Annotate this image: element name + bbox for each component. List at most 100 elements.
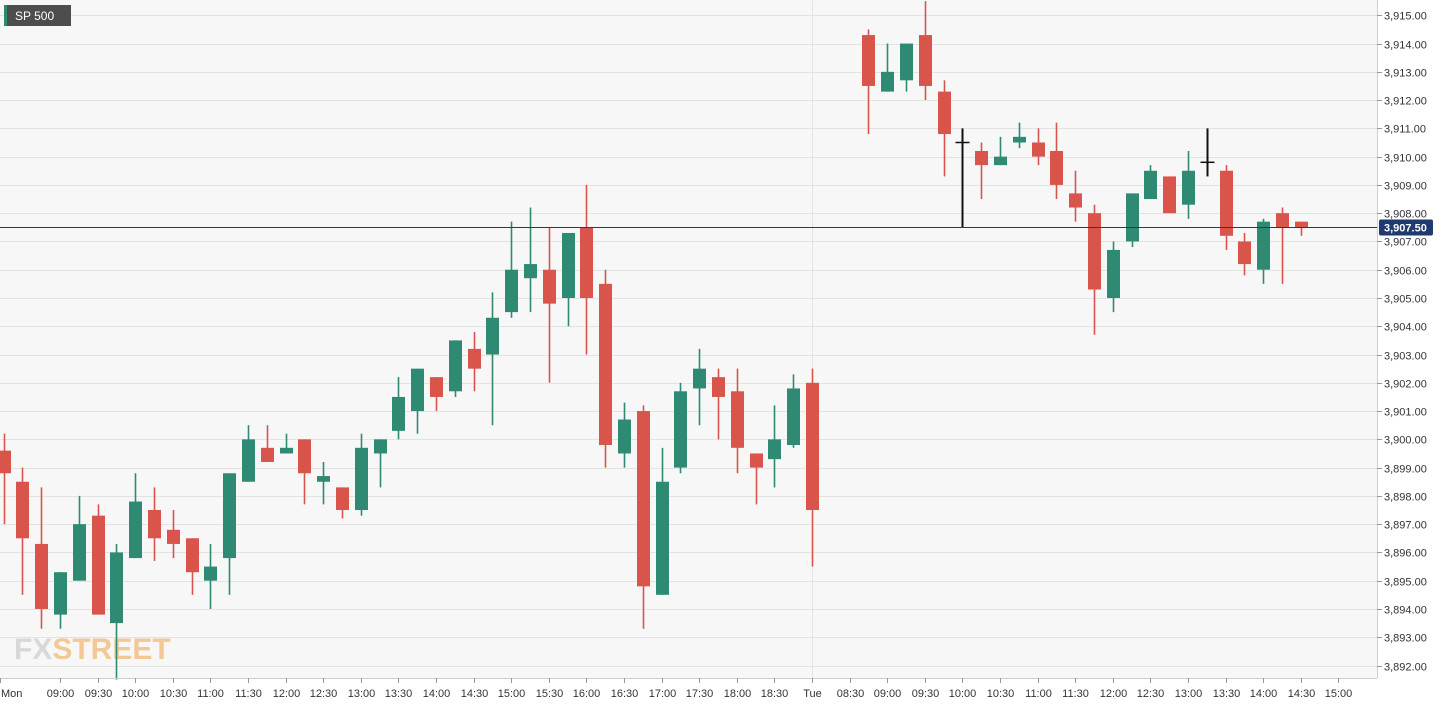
x-tick-label: 11:00 bbox=[197, 688, 224, 700]
candle-body bbox=[223, 473, 236, 559]
x-tick-label: 09:30 bbox=[912, 688, 940, 700]
y-tick-label: 3,903.00 bbox=[1384, 351, 1427, 363]
x-tick-label: 18:30 bbox=[761, 688, 789, 700]
x-tick-label: 12:00 bbox=[1100, 688, 1128, 700]
candle-body bbox=[750, 453, 763, 468]
svg-text:FXSTREET: FXSTREET bbox=[14, 633, 171, 666]
candle-body bbox=[768, 439, 781, 460]
symbol-badge[interactable]: SP 500 bbox=[4, 5, 71, 26]
x-tick-label: 14:30 bbox=[1288, 688, 1316, 700]
candle-body bbox=[1088, 213, 1101, 290]
x-tick-label: 09:00 bbox=[47, 688, 75, 700]
candle-body bbox=[994, 156, 1007, 166]
y-tick-label: 3,893.00 bbox=[1384, 633, 1427, 645]
x-tick-label: 09:30 bbox=[85, 688, 113, 700]
candle-body bbox=[186, 538, 199, 573]
candle-body bbox=[637, 411, 650, 587]
x-tick-label: 09:00 bbox=[874, 688, 902, 700]
candle-body bbox=[900, 43, 913, 81]
x-tick-label: 17:30 bbox=[686, 688, 714, 700]
candle-body bbox=[449, 340, 462, 392]
x-tick-label: 10:30 bbox=[987, 688, 1015, 700]
candle-body bbox=[148, 510, 161, 539]
candle-body bbox=[1144, 170, 1157, 200]
x-tick-label: 12:30 bbox=[1137, 688, 1165, 700]
candle-body bbox=[674, 391, 687, 468]
candle-body bbox=[73, 524, 86, 581]
candle-body bbox=[1238, 241, 1251, 265]
y-tick-label: 3,894.00 bbox=[1384, 605, 1427, 617]
y-tick-label: 3,901.00 bbox=[1384, 407, 1427, 419]
x-tick-label: 18:00 bbox=[724, 688, 752, 700]
current-price-tag-bg bbox=[1379, 219, 1433, 236]
y-tick-label: 3,905.00 bbox=[1384, 294, 1427, 306]
y-tick-label: 3,913.00 bbox=[1384, 68, 1427, 80]
x-tick-label: 14:00 bbox=[1250, 688, 1278, 700]
candle-body bbox=[468, 348, 481, 369]
candle-body bbox=[787, 388, 800, 445]
x-tick-label: 14:30 bbox=[461, 688, 489, 700]
gridlines bbox=[0, 15, 1377, 667]
x-tick-label: 08:30 bbox=[837, 688, 865, 700]
current-price-label: 3,907.50 bbox=[1384, 223, 1427, 235]
candle-body bbox=[355, 447, 368, 511]
y-tick-label: 3,915.00 bbox=[1384, 11, 1427, 23]
x-tick-label: 15:00 bbox=[1325, 688, 1353, 700]
candle-body bbox=[374, 439, 387, 454]
candle-body bbox=[280, 447, 293, 454]
candle-body bbox=[1032, 142, 1045, 157]
y-tick-label: 3,904.00 bbox=[1384, 322, 1427, 334]
candle-body bbox=[54, 572, 67, 615]
y-tick-label: 3,898.00 bbox=[1384, 492, 1427, 504]
y-tick-label: 3,892.00 bbox=[1384, 662, 1427, 674]
x-tick-label: 12:30 bbox=[310, 688, 338, 700]
y-tick-label: 3,912.00 bbox=[1384, 96, 1427, 108]
candle-body bbox=[261, 447, 274, 462]
candle-body bbox=[938, 91, 951, 135]
y-tick-label: 3,902.00 bbox=[1384, 379, 1427, 391]
x-tick-label: 16:30 bbox=[611, 688, 639, 700]
candle-body bbox=[1182, 170, 1195, 205]
x-tick-label: 15:00 bbox=[498, 688, 526, 700]
candle-body bbox=[693, 368, 706, 389]
symbol-badge-accent bbox=[4, 5, 7, 26]
price-axis[interactable] bbox=[1377, 0, 1449, 678]
y-tick-label: 3,899.00 bbox=[1384, 464, 1427, 476]
candle-body bbox=[1220, 170, 1233, 236]
candle-body bbox=[975, 150, 988, 166]
candle-body bbox=[712, 377, 725, 397]
candle-body bbox=[1295, 221, 1308, 228]
candle-body bbox=[317, 476, 330, 482]
y-tick-label: 3,911.00 bbox=[1384, 124, 1426, 136]
candle-body bbox=[1107, 249, 1120, 298]
y-tick-label: 3,909.00 bbox=[1384, 181, 1427, 193]
candle-body bbox=[543, 269, 556, 304]
x-axis: Mon 09:00 09:30 10:00 10:30 11:00 11:30 12:00 12… bbox=[0, 678, 1353, 700]
y-axis: 3,892.00 3,893.00 3,894.00 3,895.00 3,896.00… bbox=[1377, 11, 1427, 674]
x-tick-label: 12:00 bbox=[273, 688, 301, 700]
candle-body bbox=[167, 529, 180, 544]
x-tick-label: 10:30 bbox=[160, 688, 188, 700]
y-tick-label: 3,908.00 bbox=[1384, 209, 1427, 221]
candle-body bbox=[580, 227, 593, 298]
candle-body bbox=[1163, 176, 1176, 214]
candle-body bbox=[731, 391, 744, 448]
fxstreet-logo: FXSTREET bbox=[14, 633, 171, 666]
y-tick-label: 3,896.00 bbox=[1384, 548, 1427, 560]
y-tick-label: 3,895.00 bbox=[1384, 577, 1427, 589]
x-tick-label: 10:00 bbox=[122, 688, 150, 700]
candle-body bbox=[430, 377, 443, 397]
symbol-label: SP 500 bbox=[15, 9, 54, 23]
candle-body bbox=[35, 543, 48, 609]
x-tick-label: 14:00 bbox=[423, 688, 451, 700]
candle-body bbox=[1257, 221, 1270, 270]
candle-body bbox=[1050, 150, 1063, 185]
candle-body bbox=[92, 515, 105, 615]
candle-body bbox=[505, 269, 518, 313]
candle-body bbox=[1069, 193, 1082, 208]
candle-body bbox=[862, 35, 875, 86]
x-tick-label: 11:30 bbox=[235, 688, 262, 700]
candle-body bbox=[411, 368, 424, 412]
x-tick-label: 11:30 bbox=[1062, 688, 1089, 700]
